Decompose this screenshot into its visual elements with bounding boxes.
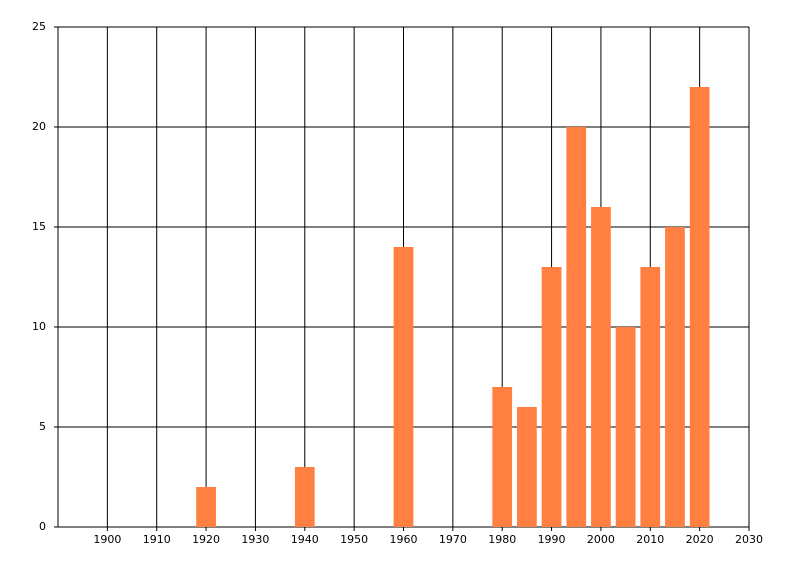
x-tick-label: 2000	[587, 533, 615, 546]
x-tick-label: 1970	[439, 533, 467, 546]
bar	[665, 227, 685, 527]
x-tick-label: 1920	[192, 533, 220, 546]
bar	[615, 327, 636, 527]
x-tick-label: 1950	[340, 533, 368, 546]
y-tick-label: 10	[32, 320, 46, 333]
x-tick-label: 1990	[538, 533, 566, 546]
bar	[689, 87, 710, 527]
bar	[393, 247, 414, 527]
bar	[196, 487, 216, 527]
bar	[517, 407, 537, 527]
bar	[591, 207, 611, 527]
x-tick-label: 1980	[488, 533, 516, 546]
bar	[566, 127, 587, 527]
x-tick-label: 1900	[93, 533, 121, 546]
y-tick-label: 25	[32, 20, 46, 33]
y-tick-label: 5	[39, 420, 46, 433]
y-tick-label: 20	[32, 120, 46, 133]
x-tick-label: 2020	[686, 533, 714, 546]
x-tick-label: 1930	[241, 533, 269, 546]
bar	[640, 267, 661, 527]
bar	[294, 467, 315, 527]
y-tick-label: 15	[32, 220, 46, 233]
x-tick-label: 1940	[291, 533, 319, 546]
x-tick-label: 1910	[143, 533, 171, 546]
x-tick-label: 2030	[735, 533, 763, 546]
y-tick-label: 0	[39, 520, 46, 533]
bar	[492, 387, 513, 527]
x-tick-label: 2010	[636, 533, 664, 546]
x-tick-label: 1960	[390, 533, 418, 546]
bar	[541, 267, 562, 527]
